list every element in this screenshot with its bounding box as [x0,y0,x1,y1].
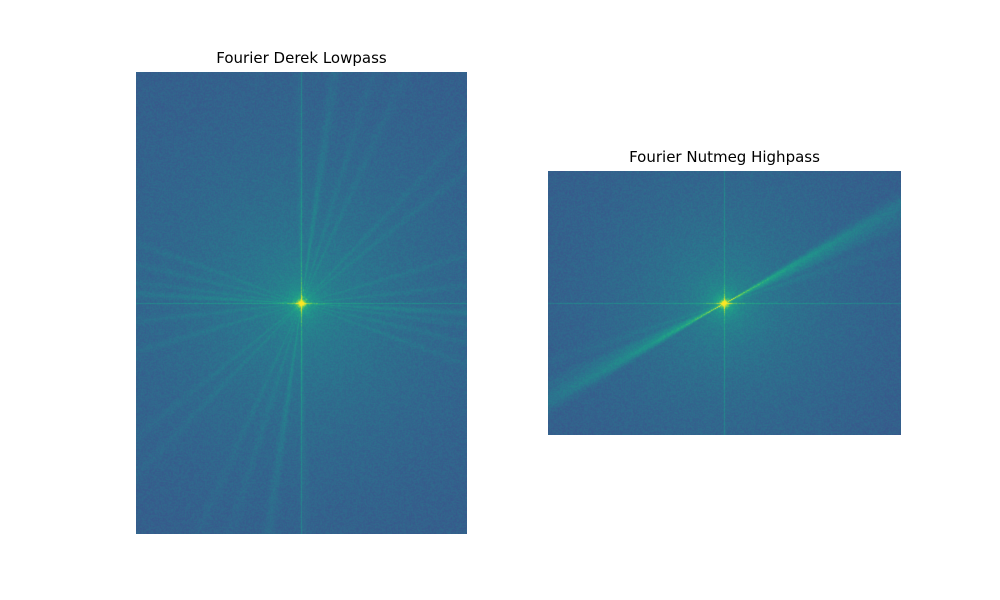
panel-title-nutmeg-highpass: Fourier Nutmeg Highpass [629,148,820,166]
fourier-spectrum-nutmeg-highpass [548,171,901,435]
fourier-spectrum-derek-lowpass [136,72,467,534]
panel-title-derek-lowpass: Fourier Derek Lowpass [216,49,387,67]
